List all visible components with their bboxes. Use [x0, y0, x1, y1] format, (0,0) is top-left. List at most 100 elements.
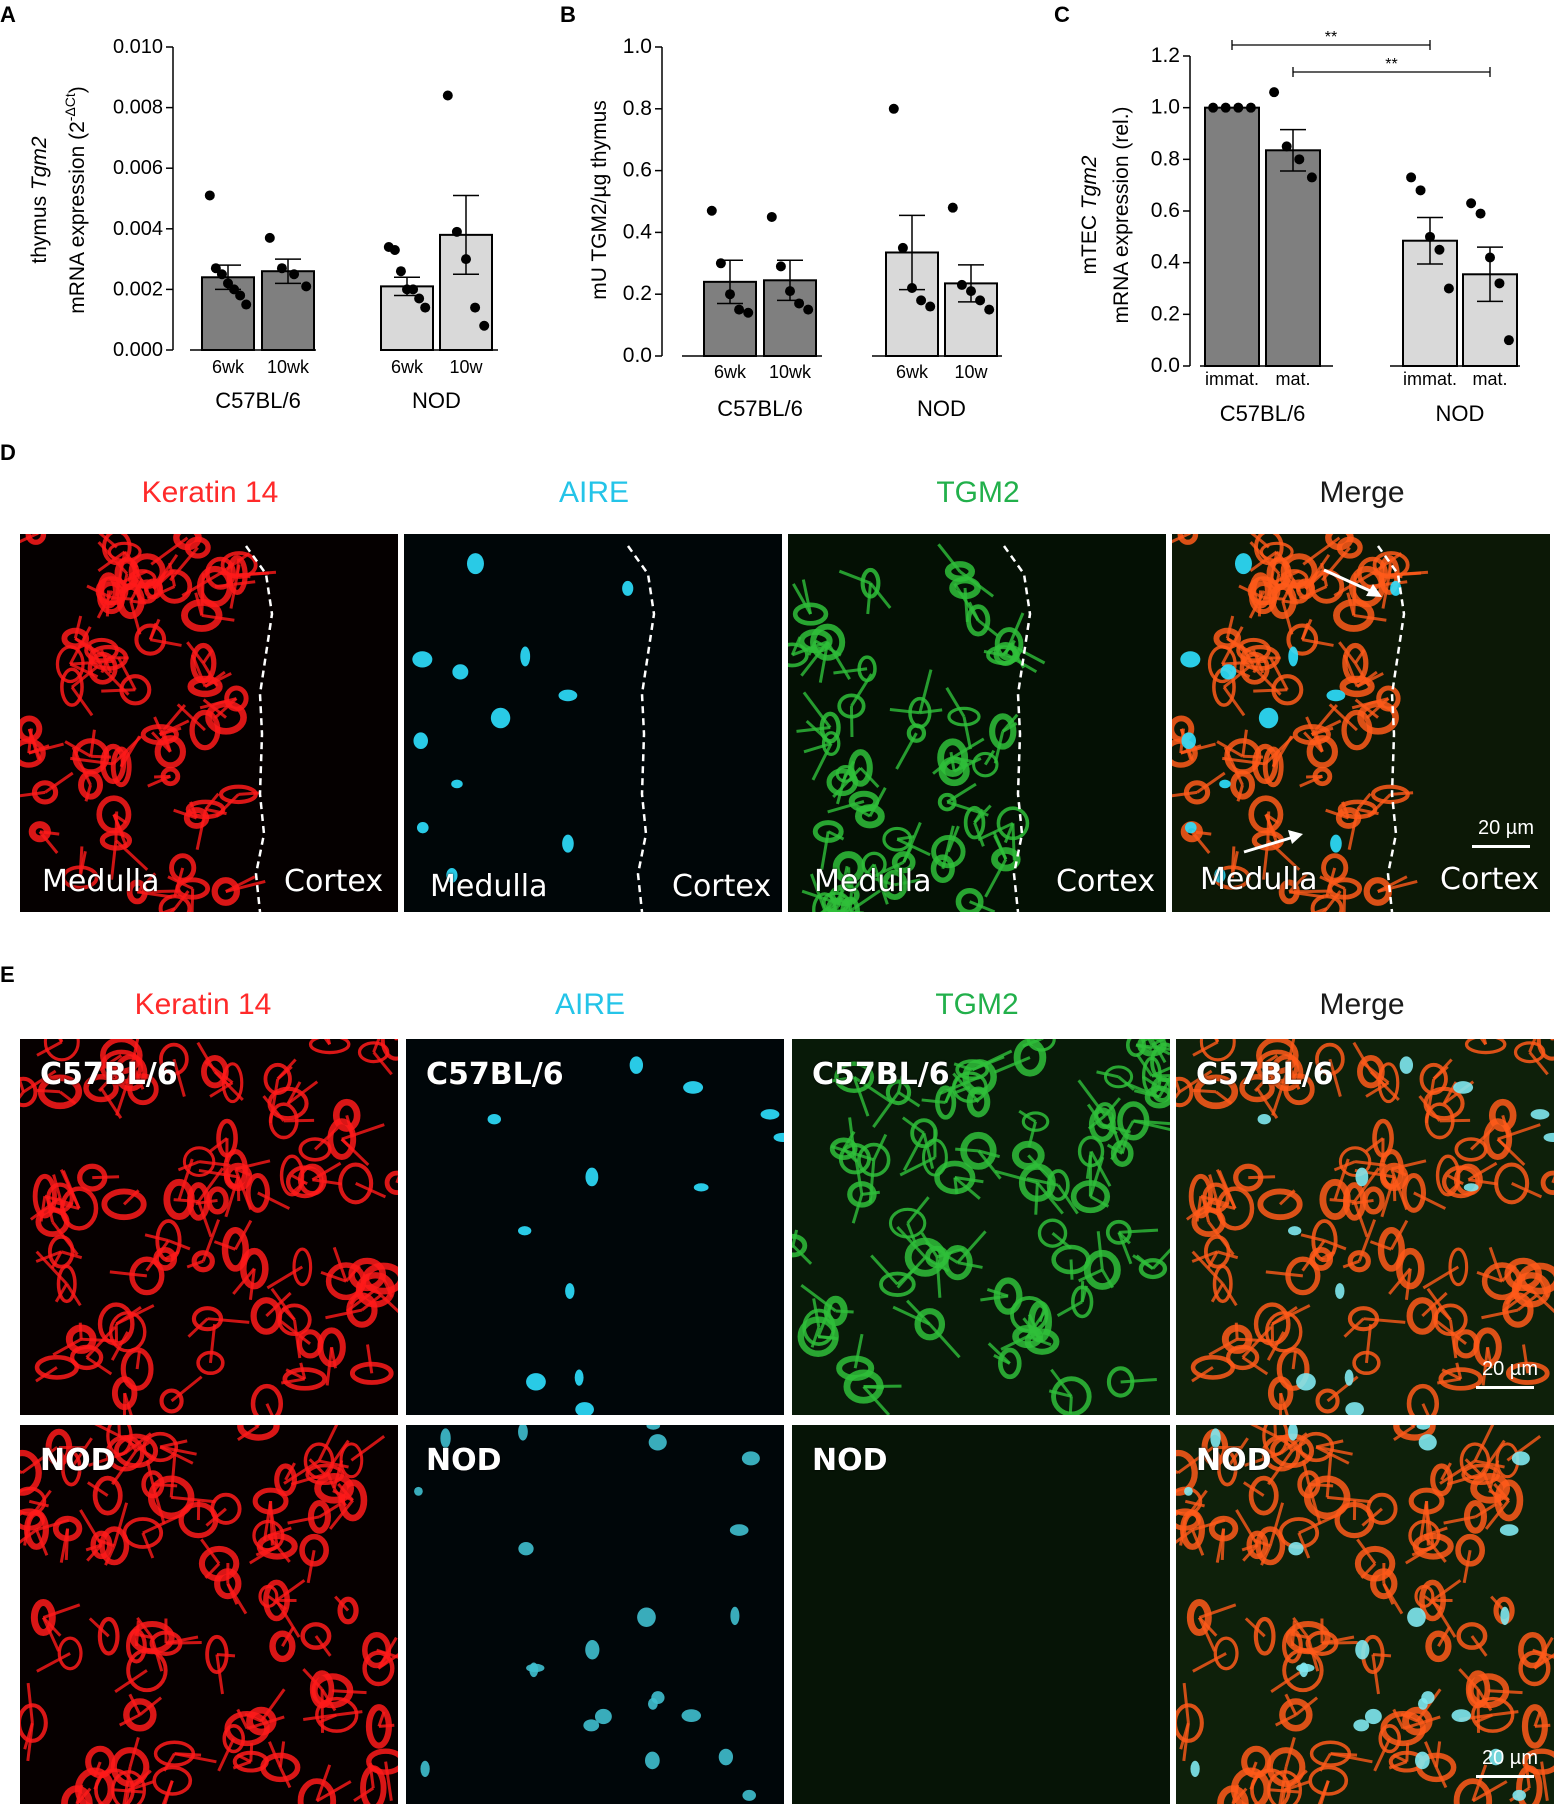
nucleus-dot — [1451, 1709, 1472, 1722]
data-point — [916, 295, 927, 306]
cell-process — [1022, 1039, 1042, 1048]
cell-process — [897, 1091, 921, 1108]
e-micrograph-tgm2-0: C57BL/6 — [792, 1039, 1170, 1415]
cell-outline — [315, 1696, 359, 1733]
nucleus-dot — [637, 1607, 656, 1627]
cell-process — [827, 799, 865, 814]
cell-process — [792, 1229, 799, 1246]
cell-process — [111, 596, 133, 601]
cell-process — [173, 808, 198, 820]
cell-process — [215, 793, 240, 818]
cell-process — [1319, 875, 1346, 890]
cell-process — [1330, 1752, 1373, 1764]
cell-outline — [1298, 1431, 1335, 1463]
e-micrograph-merge-1-drawing — [1176, 1425, 1554, 1804]
cell-process — [60, 1250, 83, 1260]
cell-process — [318, 1459, 349, 1469]
nucleus-dot — [1214, 867, 1226, 883]
cell-outline — [152, 1765, 193, 1796]
cell-process — [1434, 1741, 1442, 1768]
cell-process — [956, 1230, 987, 1264]
cell-outline — [1103, 1065, 1134, 1089]
cell-outline — [788, 642, 809, 668]
data-point — [1306, 172, 1317, 183]
cell-process — [86, 584, 112, 599]
y-tick-label: 1.0 — [1151, 96, 1180, 119]
nucleus-dot — [1390, 580, 1402, 596]
cell-process — [128, 1737, 140, 1768]
cell-process — [895, 732, 918, 770]
cell-process — [1036, 1181, 1064, 1215]
cell-process — [145, 1460, 155, 1485]
cell-process — [1001, 722, 1018, 733]
data-point — [966, 286, 976, 297]
cell-process — [98, 534, 118, 549]
cell-process — [906, 1222, 917, 1244]
cell-process — [1511, 1182, 1543, 1199]
cell-process — [52, 1174, 62, 1199]
y-tick-label: 0.8 — [1151, 147, 1180, 170]
cell-process — [1291, 1350, 1297, 1370]
cell-process — [954, 1176, 984, 1184]
cell-process — [936, 1247, 965, 1259]
cell-outline — [826, 768, 859, 797]
cell-process — [152, 1482, 178, 1488]
nucleus-dot — [446, 867, 458, 883]
cell-process — [20, 1076, 25, 1093]
cell-outline — [20, 1076, 38, 1108]
cell-process — [1236, 784, 1244, 802]
cell-process — [190, 888, 195, 912]
cell-process — [1172, 534, 1189, 544]
group-label: C57BL/6 — [215, 388, 301, 413]
cell-outline — [882, 826, 913, 852]
cell-process — [1315, 1439, 1344, 1449]
cell-process — [869, 582, 892, 609]
cell-process — [1220, 626, 1244, 665]
chart-b: 0.0 0.2 0.4 0.6 0.8 1.0 6wk 10wk 6wk 10w C57BL/6 NO… — [588, 35, 1002, 421]
cell-outline — [792, 1233, 808, 1258]
cell-outline — [1453, 1778, 1493, 1804]
cell-process — [93, 1761, 102, 1777]
cell-outline — [90, 1530, 113, 1560]
d-label-aire: AIRE — [558, 476, 630, 509]
cell-outline — [348, 1257, 386, 1292]
group-label: NOD — [1436, 401, 1485, 426]
cell-process — [232, 1267, 256, 1295]
cell-outline — [59, 1186, 99, 1231]
panel-letter-b: B — [560, 2, 576, 27]
cell-process — [150, 1637, 164, 1672]
cell-process — [1413, 1191, 1447, 1210]
cell-process — [1390, 791, 1414, 796]
cell-process — [64, 740, 92, 758]
data-point — [725, 289, 735, 300]
cell-process — [378, 1723, 395, 1728]
nucleus-dot — [741, 1451, 760, 1466]
cell-outline — [187, 675, 223, 698]
nucleus-dot — [529, 1662, 539, 1678]
cell-process — [334, 1595, 350, 1612]
d-label-tgm2: TGM2 — [936, 476, 1020, 509]
cell-outline — [937, 738, 969, 777]
cell-outline — [129, 1256, 165, 1296]
cell-process — [161, 1780, 174, 1804]
cell-process — [983, 649, 1004, 657]
cell-process — [173, 890, 190, 910]
cell-process — [382, 1277, 394, 1298]
cell-process — [1000, 1335, 1029, 1351]
cell-process — [1004, 652, 1038, 674]
category-label: 6wk — [212, 357, 245, 377]
cell-process — [851, 1193, 864, 1224]
cell-outline — [1319, 1178, 1351, 1221]
cell-process — [28, 1499, 49, 1508]
cell-outline — [1455, 1533, 1485, 1567]
bar — [1204, 106, 1260, 368]
cell-process — [1476, 1270, 1503, 1283]
cell-process — [1373, 1738, 1392, 1772]
cell-outline — [298, 1137, 332, 1162]
significance-label: ** — [1325, 29, 1337, 46]
cell-outline — [1473, 1327, 1502, 1368]
cell-process — [1147, 1039, 1154, 1046]
cell-process — [849, 889, 881, 912]
cell-process — [1486, 1346, 1493, 1369]
cell-process — [277, 1318, 311, 1346]
